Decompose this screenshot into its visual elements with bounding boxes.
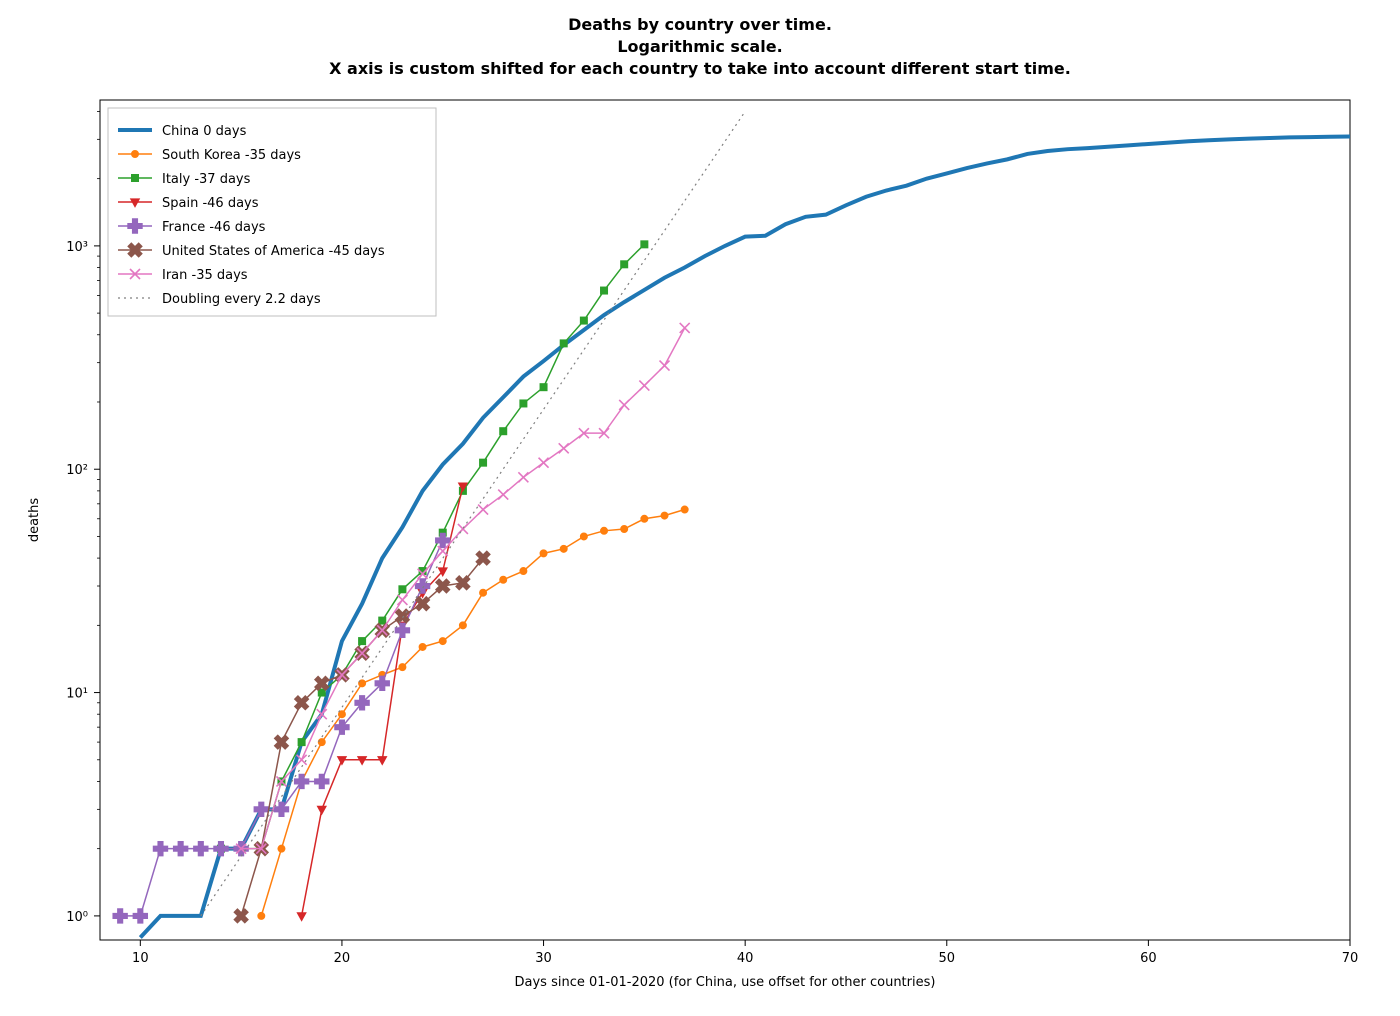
legend-label: United States of America -45 days xyxy=(162,244,385,259)
chart-title-line-0: Deaths by country over time. xyxy=(568,15,832,34)
legend-frame xyxy=(108,108,436,316)
x-tick-label: 20 xyxy=(334,951,351,966)
chart-title-line-1: Logarithmic scale. xyxy=(617,37,782,56)
legend-label: Italy -37 days xyxy=(162,172,251,187)
x-tick-label: 70 xyxy=(1342,951,1359,966)
legend-label: South Korea -35 days xyxy=(162,148,301,163)
legend: China 0 days South Korea -35 days Italy -3… xyxy=(108,108,436,316)
x-tick-label: 60 xyxy=(1140,951,1157,966)
chart-container: Deaths by country over time. Logarithmic … xyxy=(0,0,1400,1016)
x-axis-label: Days since 01-01-2020 (for China, use of… xyxy=(515,975,936,990)
legend-label: Iran -35 days xyxy=(162,268,248,283)
y-tick-label: 10³ xyxy=(66,240,88,255)
legend-label: Doubling every 2.2 days xyxy=(162,292,321,307)
x-tick-label: 30 xyxy=(535,951,552,966)
legend-label: China 0 days xyxy=(162,124,247,139)
y-tick-label: 10² xyxy=(66,463,88,478)
x-tick-label: 40 xyxy=(737,951,754,966)
y-tick-label: 10⁰ xyxy=(66,910,88,925)
legend-label: France -46 days xyxy=(162,220,266,235)
chart-title-line-2: X axis is custom shifted for each countr… xyxy=(329,59,1071,78)
y-tick-label: 10¹ xyxy=(66,687,88,702)
series-3 xyxy=(297,483,467,921)
series-line xyxy=(120,540,443,915)
y-axis-label: deaths xyxy=(27,498,42,543)
legend-label: Spain -46 days xyxy=(162,196,259,211)
chart-svg: Deaths by country over time. Logarithmic … xyxy=(0,0,1400,1016)
x-tick-label: 50 xyxy=(939,951,956,966)
x-tick-label: 10 xyxy=(132,951,149,966)
series-line xyxy=(221,244,644,848)
